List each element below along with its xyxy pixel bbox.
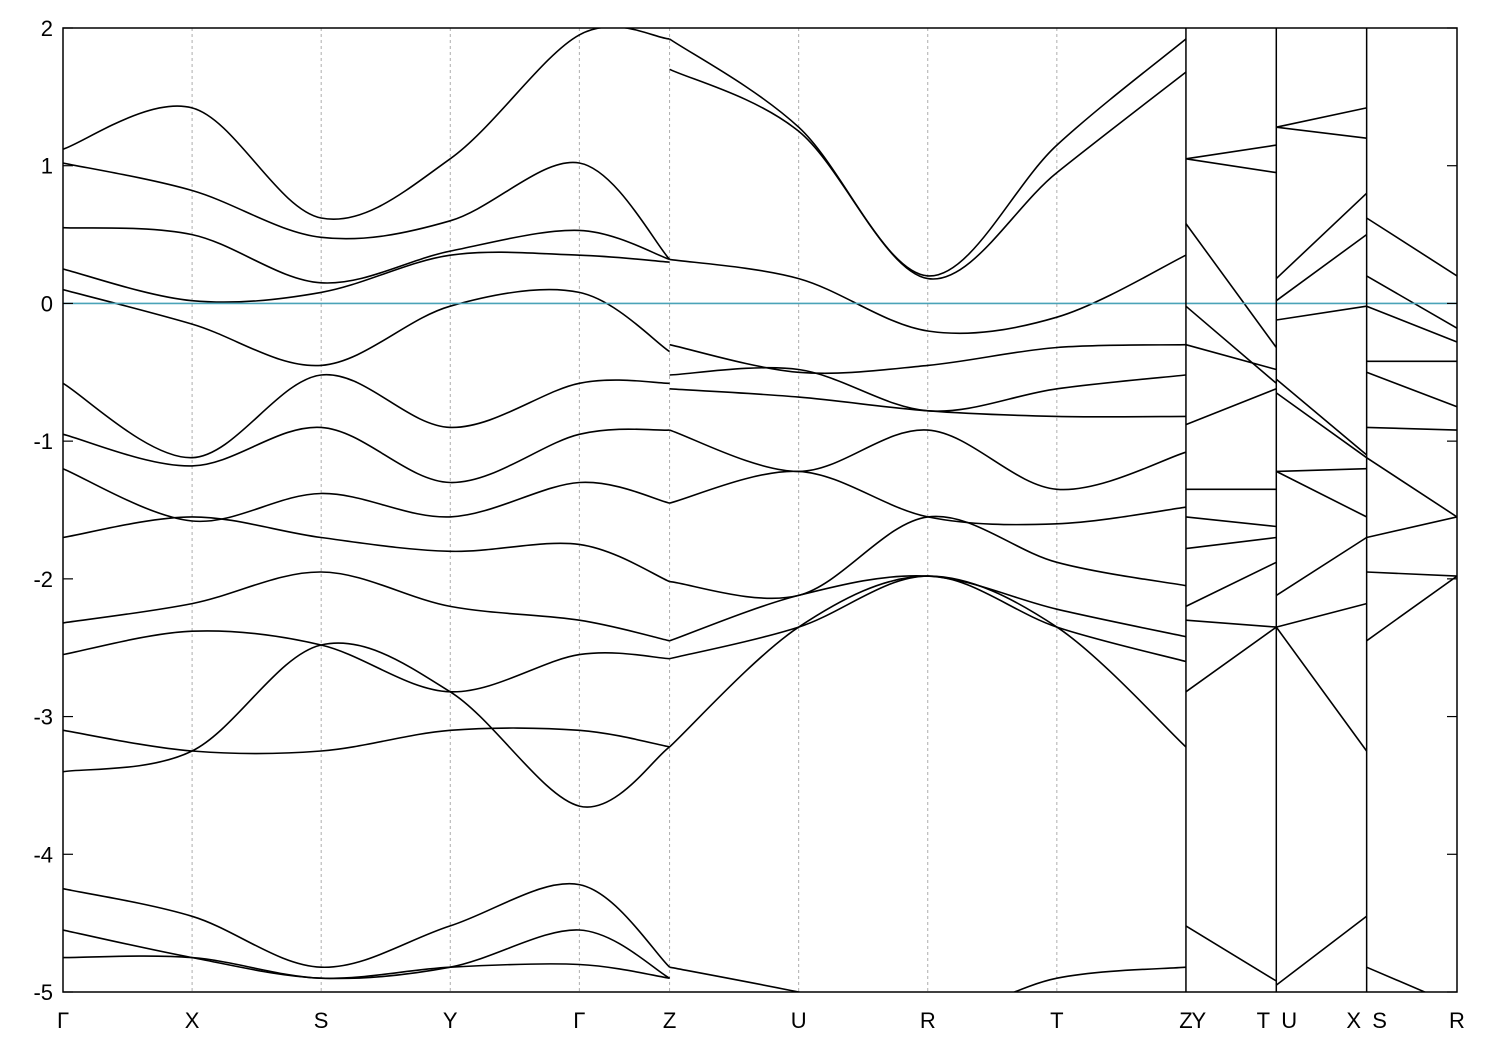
band-line-39 xyxy=(1185,561,1277,608)
band-line-46 xyxy=(1275,233,1368,302)
band-line-52 xyxy=(1275,536,1368,597)
band-line-5 xyxy=(63,288,671,367)
band-line-56 xyxy=(1366,217,1457,277)
band-line-61 xyxy=(1366,426,1457,431)
y-tick-label: -1 xyxy=(33,429,53,454)
band-line-47 xyxy=(1276,305,1367,321)
band-line-32 xyxy=(1185,223,1277,348)
band-line-30 xyxy=(1185,158,1277,174)
band-line-2 xyxy=(63,161,671,260)
x-tick-label: Y xyxy=(443,1008,458,1033)
band-line-6 xyxy=(63,374,670,459)
band-line-44 xyxy=(1276,107,1367,128)
band-line-14 xyxy=(63,882,671,969)
band-line-8 xyxy=(63,467,670,523)
x-tick-label: Γ xyxy=(57,1008,69,1033)
vertical-gridlines xyxy=(191,28,1058,992)
band-line-16 xyxy=(63,955,670,980)
band-line-23 xyxy=(669,429,1187,491)
band-line-41 xyxy=(1185,626,1277,693)
band-line-10 xyxy=(63,571,670,642)
band-line-60 xyxy=(1366,371,1457,408)
band-line-58 xyxy=(1366,305,1457,343)
band-line-54 xyxy=(1275,626,1368,752)
band-line-45 xyxy=(1275,192,1368,280)
band-line-65 xyxy=(1366,575,1457,642)
band-line-43 xyxy=(1276,126,1367,139)
y-axis-ticks: 2 1 0 -1 -2 -3 -4 -5 xyxy=(33,16,1457,1005)
y-tick-label: -3 xyxy=(33,705,53,730)
band-line-26 xyxy=(669,574,1187,642)
band-line-15 xyxy=(63,929,670,980)
plot-frame xyxy=(62,27,1458,993)
band-line-18 xyxy=(669,68,1187,280)
x-axis-ticks: Γ X S Y Γ Z U R T ZY T U X S R xyxy=(57,1008,1465,1033)
band-line-37 xyxy=(1185,516,1277,528)
band-line-28 xyxy=(669,575,1187,748)
band-line-12 xyxy=(63,727,670,755)
x-tick-label: U xyxy=(791,1008,807,1033)
y-tick-label: 0 xyxy=(41,291,53,316)
band-line-35 xyxy=(1185,388,1277,426)
band-line-20 xyxy=(669,343,1186,375)
band-line-62 xyxy=(1366,457,1457,518)
band-lines xyxy=(63,28,1457,992)
x-tick-label: T xyxy=(1257,1008,1270,1033)
band-line-29 xyxy=(669,966,1186,992)
band-line-63 xyxy=(1366,516,1457,539)
band-line-22 xyxy=(669,388,1186,418)
band-line-55 xyxy=(1275,915,1368,986)
band-line-4 xyxy=(63,251,670,303)
band-line-19 xyxy=(669,254,1187,335)
band-line-33 xyxy=(1185,305,1277,384)
y-tick-label: 1 xyxy=(41,154,53,179)
band-line-3 xyxy=(63,226,670,284)
y-tick-label: 2 xyxy=(41,16,53,41)
x-tick-label: X xyxy=(185,1008,200,1033)
x-tick-label: S xyxy=(314,1008,329,1033)
band-line-25 xyxy=(669,515,1187,600)
x-tick-label: X xyxy=(1346,1008,1361,1033)
x-tick-label: R xyxy=(1449,1008,1465,1033)
y-tick-label: -4 xyxy=(33,842,53,867)
band-line-66 xyxy=(1366,966,1427,992)
x-tick-label: U xyxy=(1281,1008,1297,1033)
band-line-7 xyxy=(63,426,670,484)
band-line-50 xyxy=(1276,467,1367,473)
band-line-31 xyxy=(1185,144,1277,160)
x-tick-label: Γ xyxy=(573,1008,585,1033)
x-tick-label: R xyxy=(920,1008,936,1033)
x-tick-label: Z xyxy=(1179,1008,1192,1033)
path-break-lines xyxy=(1185,28,1368,992)
y-tick-label: -5 xyxy=(33,980,53,1005)
band-line-17 xyxy=(669,38,1187,277)
band-line-51 xyxy=(1275,470,1367,518)
x-tick-label: Y xyxy=(1192,1008,1207,1033)
band-line-38 xyxy=(1185,536,1277,550)
x-tick-label: Z xyxy=(663,1008,676,1033)
band-line-1 xyxy=(63,28,670,220)
band-line-42 xyxy=(1185,925,1277,982)
band-line-11 xyxy=(63,630,670,693)
band-line-49 xyxy=(1275,392,1368,459)
x-tick-label: T xyxy=(1050,1008,1063,1033)
band-line-9 xyxy=(63,516,670,583)
y-tick-label: -2 xyxy=(33,567,53,592)
band-line-64 xyxy=(1366,571,1457,577)
band-line-48 xyxy=(1275,378,1368,456)
x-tick-label: S xyxy=(1372,1008,1387,1033)
band-line-57 xyxy=(1366,275,1457,329)
band-line-40 xyxy=(1185,619,1277,628)
band-line-34 xyxy=(1185,343,1277,371)
band-line-13 xyxy=(63,642,671,808)
band-line-53 xyxy=(1276,602,1367,628)
